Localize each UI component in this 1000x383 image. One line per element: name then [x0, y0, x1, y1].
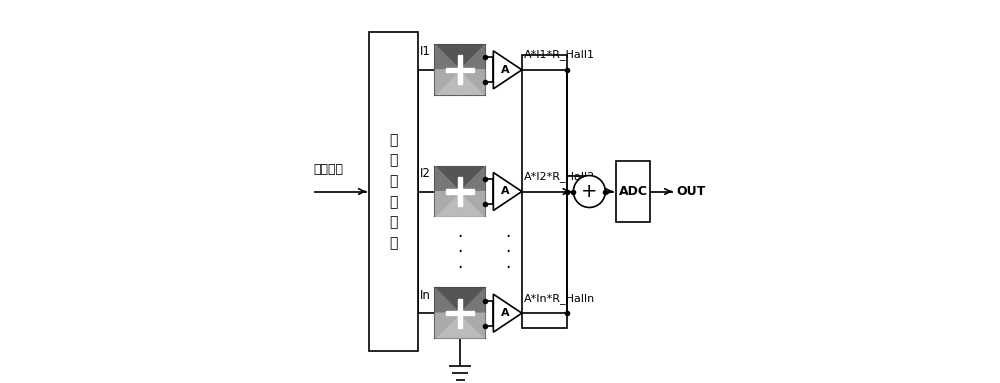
- Polygon shape: [435, 288, 460, 313]
- Polygon shape: [435, 45, 460, 70]
- Bar: [458, 56, 462, 84]
- Text: A: A: [501, 187, 510, 196]
- Polygon shape: [460, 45, 485, 70]
- Polygon shape: [435, 167, 460, 192]
- Circle shape: [573, 175, 605, 208]
- Polygon shape: [435, 313, 460, 338]
- Polygon shape: [435, 70, 460, 95]
- Text: 输入信号: 输入信号: [314, 163, 344, 176]
- Polygon shape: [435, 70, 460, 95]
- Bar: [446, 311, 474, 315]
- Bar: [458, 177, 462, 206]
- Text: I2: I2: [420, 167, 431, 180]
- Polygon shape: [435, 313, 460, 338]
- Polygon shape: [435, 45, 460, 70]
- Text: A: A: [501, 65, 510, 75]
- Polygon shape: [460, 167, 485, 192]
- Text: ADC: ADC: [619, 185, 648, 198]
- Text: I1: I1: [420, 46, 431, 59]
- Text: OUT: OUT: [677, 185, 706, 198]
- Text: A: A: [501, 308, 510, 318]
- Bar: [446, 189, 474, 194]
- Polygon shape: [493, 294, 522, 332]
- Bar: [446, 68, 474, 72]
- Text: ·
·
·: · · ·: [457, 228, 463, 277]
- Polygon shape: [460, 70, 485, 95]
- Text: A*I2*R_Hall2: A*I2*R_Hall2: [524, 171, 595, 182]
- Bar: [369, 32, 418, 351]
- Polygon shape: [460, 70, 485, 95]
- Polygon shape: [460, 45, 485, 70]
- Polygon shape: [460, 313, 485, 338]
- Bar: [435, 45, 485, 95]
- Text: A*I1*R_Hall1: A*I1*R_Hall1: [524, 49, 595, 61]
- Text: A*In*R_Halln: A*In*R_Halln: [524, 293, 595, 304]
- Polygon shape: [460, 192, 485, 216]
- Text: 输
入
编
码
模
块: 输 入 编 码 模 块: [389, 133, 398, 250]
- Polygon shape: [460, 288, 485, 313]
- Polygon shape: [435, 192, 460, 216]
- Polygon shape: [435, 167, 460, 192]
- Polygon shape: [435, 288, 460, 313]
- Bar: [616, 161, 650, 222]
- Polygon shape: [493, 51, 522, 89]
- Text: In: In: [420, 289, 431, 302]
- Bar: [435, 167, 485, 216]
- Polygon shape: [435, 192, 460, 216]
- Polygon shape: [460, 167, 485, 192]
- Bar: [435, 288, 485, 338]
- Polygon shape: [493, 172, 522, 211]
- Polygon shape: [460, 192, 485, 216]
- Polygon shape: [460, 288, 485, 313]
- Text: +: +: [581, 182, 598, 201]
- Bar: [522, 55, 567, 328]
- Text: ·
·
·: · · ·: [505, 228, 510, 277]
- Bar: [458, 299, 462, 327]
- Polygon shape: [460, 313, 485, 338]
